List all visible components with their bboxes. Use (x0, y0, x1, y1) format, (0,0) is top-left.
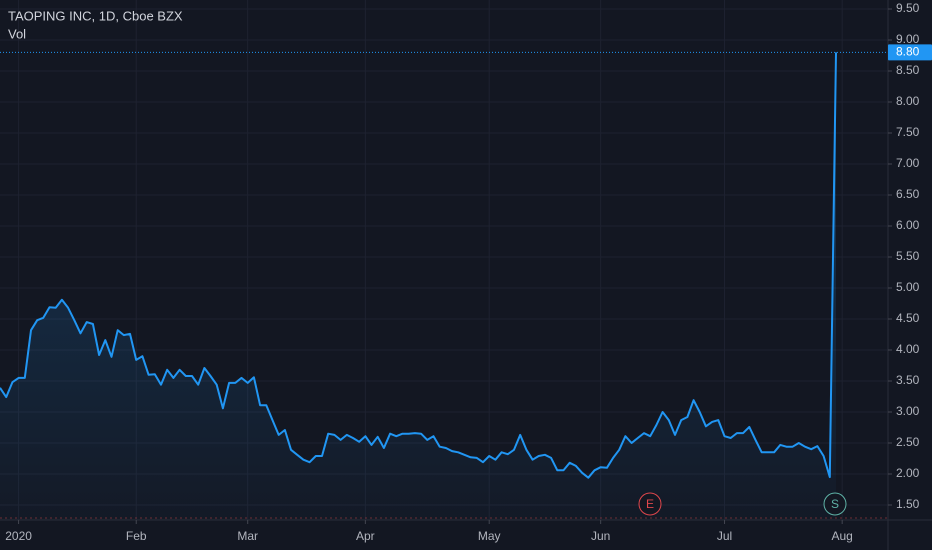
x-tick-label: Aug (831, 529, 852, 543)
y-tick-label: 4.00 (896, 342, 920, 356)
y-tick-label: 5.50 (896, 249, 920, 263)
area-fill (0, 52, 836, 521)
x-tick-label: Mar (237, 529, 258, 543)
y-tick-label: 9.50 (896, 1, 920, 15)
event-marker (638, 492, 662, 516)
y-tick-label: 4.50 (896, 311, 920, 325)
volume-legend: Vol (8, 26, 26, 41)
price-line (0, 52, 837, 479)
y-tick-label: 2.00 (896, 466, 920, 480)
x-tick-label: May (478, 529, 501, 543)
x-tick-label: Feb (126, 529, 147, 543)
event-marker (823, 492, 847, 516)
y-tick-label: 3.00 (896, 404, 920, 418)
x-tick-label: Jun (591, 529, 610, 543)
y-tick-label: 8.00 (896, 94, 920, 108)
x-tick-label: Jul (717, 529, 732, 543)
y-tick-label: 8.50 (896, 63, 920, 77)
y-tick-label: 1.50 (896, 497, 920, 511)
event-marker-label: S (831, 497, 839, 511)
y-tick-label: 7.00 (896, 156, 920, 170)
y-tick-label: 3.50 (896, 373, 920, 387)
x-tick-label: 2020 (5, 529, 32, 543)
y-tick-label: 9.00 (896, 32, 920, 46)
y-tick-label: 6.50 (896, 187, 920, 201)
y-tick-label: 6.00 (896, 218, 920, 232)
axes: 1.50 2.00 2.50 3.00 3.50 4.00 4.50 5.00 5.50 6.00… (5, 1, 932, 543)
event-marker-label: E (646, 497, 654, 511)
y-tick-label: 5.00 (896, 280, 920, 294)
chart-title: TAOPING INC, 1D, Cboe BZX (8, 8, 183, 23)
y-tick-label: 7.50 (896, 125, 920, 139)
last-price-box (888, 44, 932, 61)
x-tick-label: Apr (356, 529, 375, 543)
last-price-label: 8.80 (896, 45, 920, 59)
y-tick-label: 2.50 (896, 435, 920, 449)
